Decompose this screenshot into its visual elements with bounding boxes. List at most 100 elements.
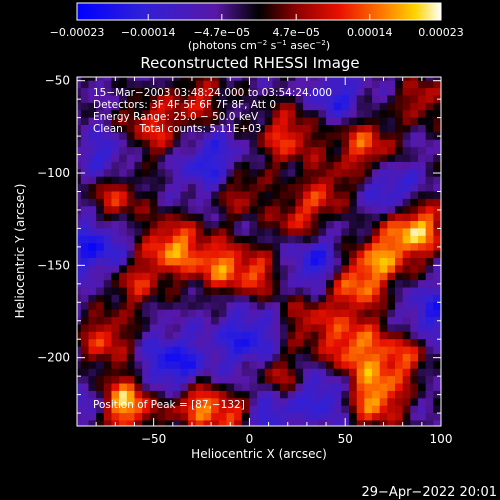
heatmap-cell [211, 265, 220, 274]
heatmap-cell [333, 294, 342, 303]
heatmap-cell [272, 139, 281, 148]
heatmap-cell [77, 110, 82, 119]
heatmap-cell [356, 80, 365, 89]
heatmap-cell [119, 139, 128, 148]
heatmap-cell [264, 213, 274, 222]
heatmap-cell [264, 235, 274, 244]
heatmap-cell [119, 250, 128, 259]
heatmap-cell [203, 272, 212, 281]
heatmap-cell [280, 413, 289, 422]
heatmap-cell [180, 80, 189, 89]
heatmap-cell [188, 228, 197, 237]
heatmap-cell [257, 294, 266, 303]
heatmap-cell [395, 280, 404, 289]
heatmap-cell [119, 80, 128, 89]
heatmap-cell [333, 361, 342, 370]
heatmap-cell [88, 243, 97, 252]
heatmap-cell [241, 390, 251, 399]
heatmap-cell [180, 390, 189, 399]
heatmap-cell [203, 117, 212, 126]
heatmap-cell [264, 125, 274, 133]
heatmap-cell [218, 228, 228, 237]
heatmap-cell [402, 317, 411, 326]
heatmap-cell [310, 376, 319, 385]
heatmap-cell [241, 139, 251, 148]
heatmap-cell [326, 184, 335, 193]
heatmap-cell [372, 346, 381, 355]
heatmap-cell [241, 176, 251, 185]
heatmap-cell [318, 147, 327, 156]
heatmap-cell [142, 368, 151, 377]
heatmap-cell [372, 243, 381, 252]
heatmap-cell [172, 198, 182, 207]
heatmap-cell [188, 339, 197, 348]
heatmap-cell [295, 257, 304, 266]
heatmap-cell [310, 206, 319, 215]
heatmap-cell [234, 302, 243, 311]
heatmap-cell [134, 383, 143, 392]
heatmap-cell [349, 147, 358, 156]
heatmap-cell [272, 132, 281, 141]
heatmap-cell [441, 420, 449, 428]
heatmap-cell [180, 88, 189, 97]
heatmap-cell [96, 265, 105, 274]
heatmap-cell [433, 154, 441, 163]
heatmap-cell [157, 213, 166, 222]
heatmap-cell [257, 405, 266, 414]
heatmap-cell [433, 176, 441, 185]
heatmap-cell [165, 368, 174, 377]
heatmap-cell [234, 139, 243, 148]
heatmap-cell [303, 235, 312, 244]
heatmap-cell [441, 265, 449, 273]
heatmap-cell [287, 176, 296, 185]
heatmap-cell [356, 383, 365, 392]
heatmap-cell [180, 206, 189, 215]
heatmap-cell [379, 176, 388, 185]
heatmap-cell [149, 368, 159, 377]
heatmap-cell [364, 191, 373, 200]
heatmap-cell [188, 80, 197, 89]
heatmap-cell [364, 139, 373, 148]
heatmap-cell [111, 250, 120, 259]
heatmap-cell [326, 206, 335, 215]
heatmap-cell [157, 383, 166, 392]
heatmap-cell [402, 383, 411, 392]
heatmap-cell [287, 398, 296, 407]
heatmap-cell [211, 102, 220, 111]
heatmap-cell [77, 420, 82, 426]
heatmap-cell [418, 302, 427, 311]
annotation-detectors: Detectors: 3F 4F 5F 6F 7F 8F, Att 0 [93, 99, 276, 111]
heatmap-cell [387, 77, 396, 82]
heatmap-cell [418, 317, 427, 326]
heatmap-cell [165, 250, 174, 259]
heatmap-cell [326, 80, 335, 89]
heatmap-cell [410, 339, 419, 348]
heatmap-cell [241, 405, 251, 414]
heatmap-cell [241, 221, 251, 230]
heatmap-cell [379, 221, 388, 230]
heatmap-cell [333, 139, 342, 148]
heatmap-cell [126, 80, 136, 89]
heatmap-cell [88, 272, 97, 281]
heatmap-cell [280, 420, 289, 426]
heatmap-cell [134, 243, 143, 252]
heatmap-cell [88, 390, 97, 399]
heatmap-cell [333, 353, 342, 362]
heatmap-cell [149, 272, 159, 281]
heatmap-cell [318, 265, 327, 274]
heatmap-cell [395, 294, 404, 303]
heatmap-cell [418, 413, 427, 422]
heatmap-cell [295, 280, 304, 289]
heatmap-cell [326, 346, 335, 355]
heatmap-cell [372, 110, 381, 119]
heatmap-cell [257, 147, 266, 156]
heatmap-cell [387, 257, 396, 266]
heatmap-cell [188, 235, 197, 244]
heatmap-cell [326, 132, 335, 141]
heatmap-cell [303, 95, 312, 104]
heatmap-cell [218, 198, 228, 207]
heatmap-cell [410, 265, 419, 274]
heatmap-cell [103, 390, 113, 399]
heatmap-cell [188, 390, 197, 399]
heatmap-cell [441, 354, 449, 362]
